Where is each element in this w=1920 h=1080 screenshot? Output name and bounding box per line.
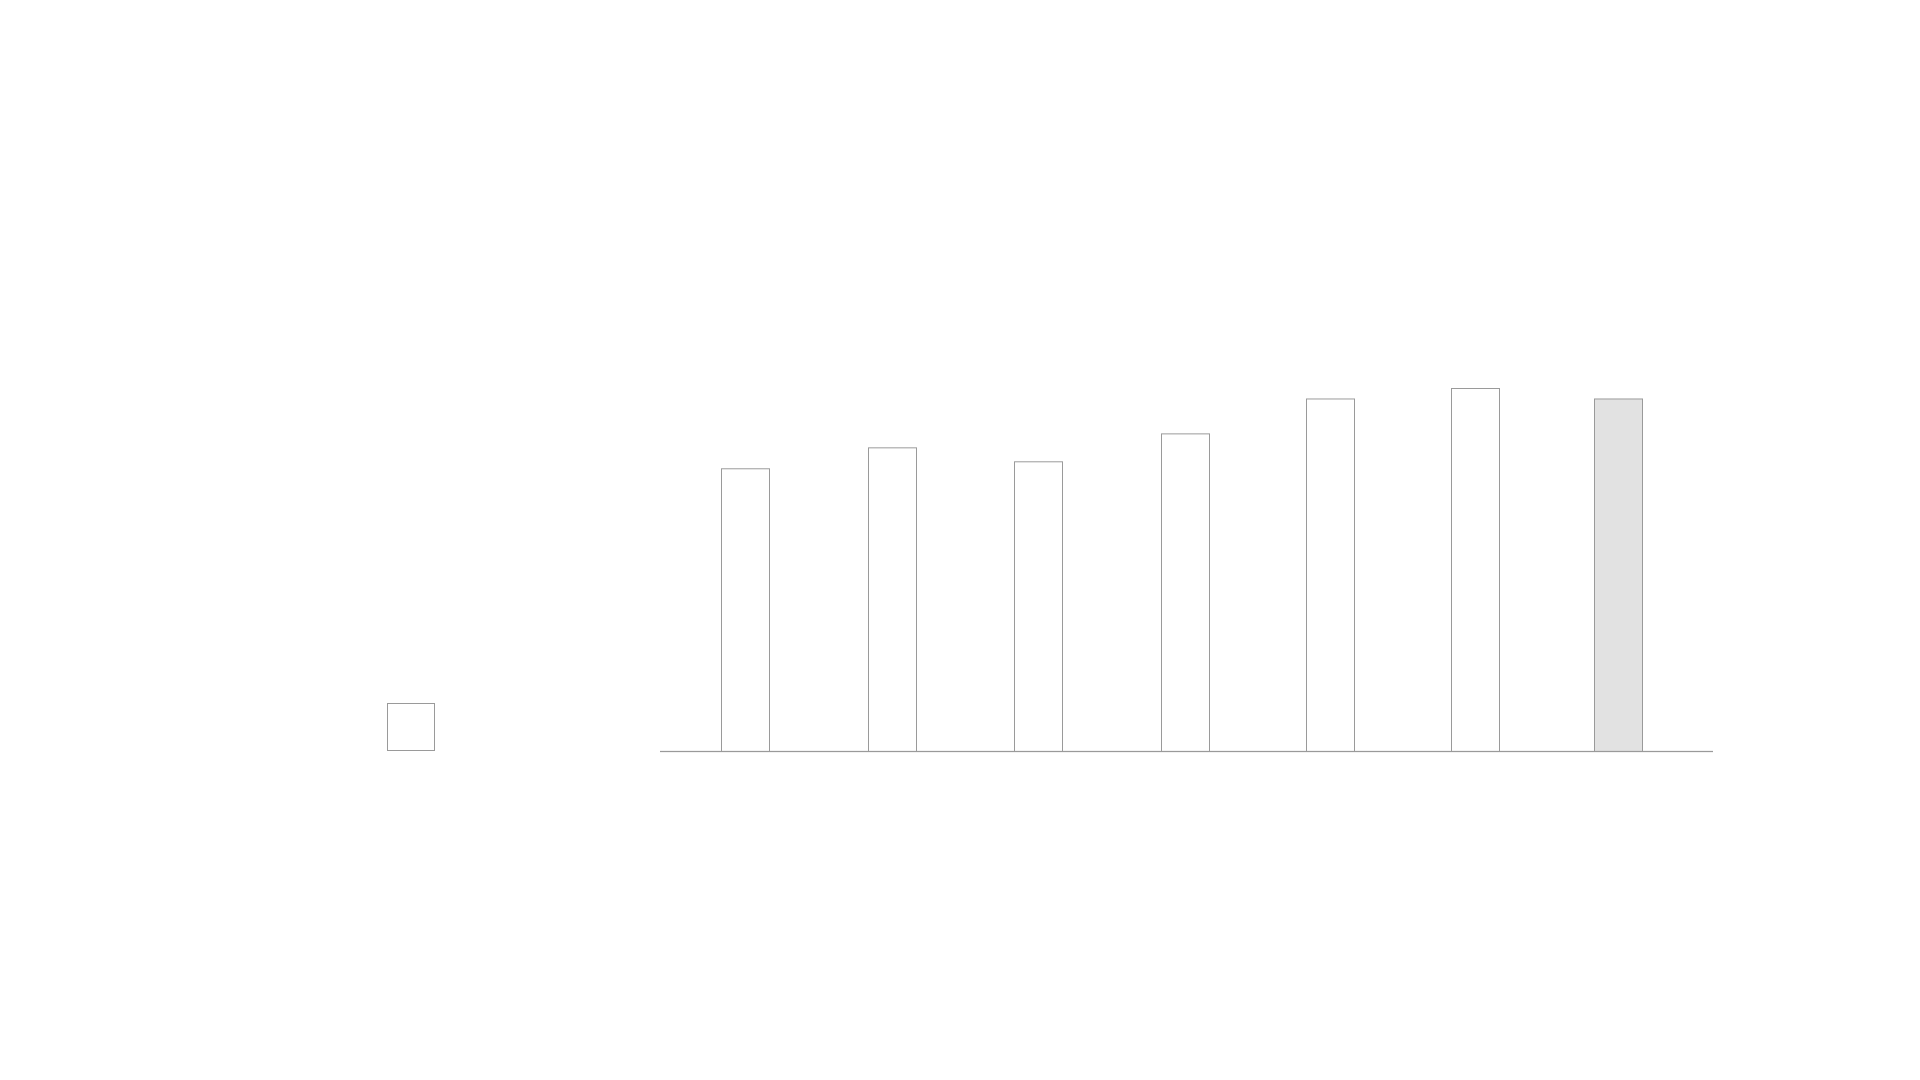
bar-4 [1161,433,1210,752]
bar-3 [1014,461,1063,752]
bar-5 [1306,398,1355,752]
bar-7 [1594,398,1643,752]
bar-6 [1451,388,1500,752]
bar-1 [721,468,770,752]
legend-swatch [387,703,435,751]
bar-2 [868,447,917,752]
